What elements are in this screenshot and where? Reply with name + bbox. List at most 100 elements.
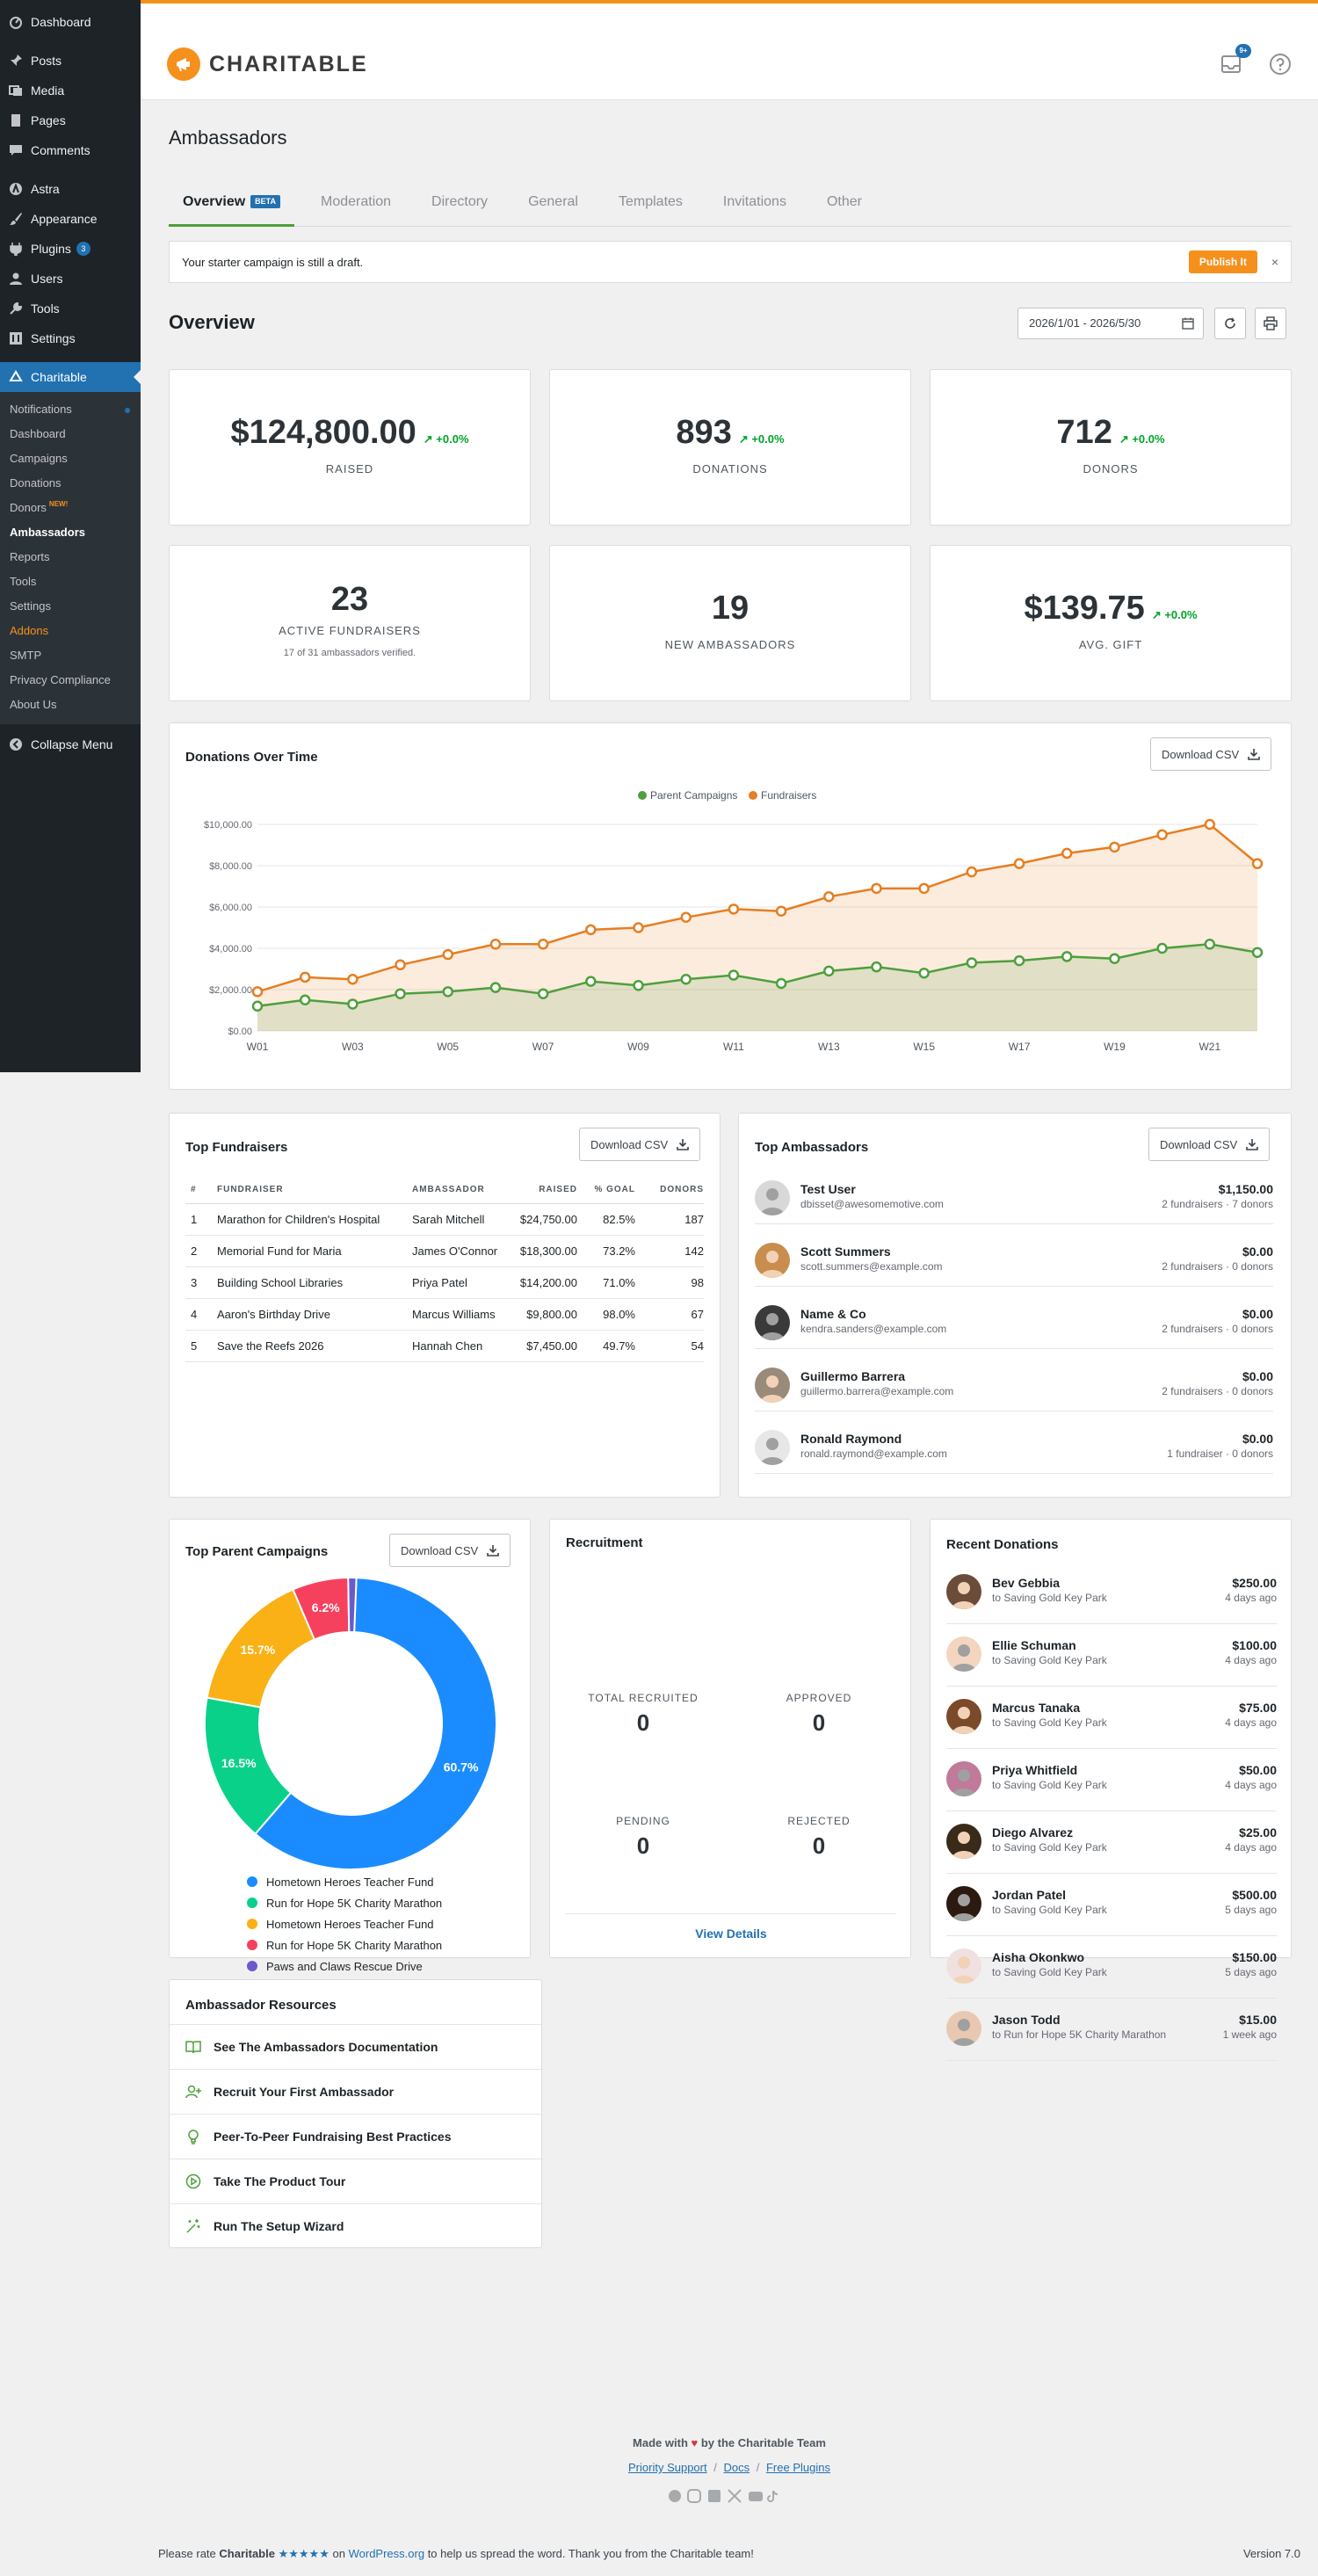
tab-templates[interactable]: Templates	[618, 194, 683, 209]
data-point[interactable]	[775, 905, 787, 917]
submenu-donations[interactable]: Donations	[10, 476, 62, 490]
legend-item[interactable]: Hometown Heroes Teacher Fund	[247, 1871, 442, 1892]
submenu-campaigns[interactable]: Campaigns	[10, 452, 68, 465]
submenu-tools[interactable]: Tools	[10, 575, 37, 588]
data-point[interactable]	[1061, 951, 1073, 962]
ambassador-row[interactable]: Test User dbisset@awesomemotive.com $1,150…	[755, 1172, 1273, 1224]
data-point[interactable]	[1251, 947, 1264, 958]
donation-row[interactable]: Jason Todd to Run for Hope 5K Charity Mar…	[946, 1999, 1277, 2061]
data-point[interactable]	[966, 866, 978, 878]
tab-general[interactable]: General	[528, 194, 578, 209]
submenu-ambassadors[interactable]: Ambassadors	[10, 526, 85, 539]
donation-row[interactable]: Bev Gebbia to Saving Gold Key Park $250.00…	[946, 1562, 1277, 1624]
data-point[interactable]	[1204, 818, 1216, 831]
print-button[interactable]	[1255, 308, 1286, 339]
data-point[interactable]	[633, 980, 644, 991]
free-plugins-link[interactable]: Free Plugins	[765, 2461, 830, 2474]
data-point[interactable]	[966, 957, 978, 969]
submenu-privacy-compliance[interactable]: Privacy Compliance	[10, 673, 111, 686]
submenu-notifications[interactable]: Notifications	[0, 397, 141, 422]
close-notice-button[interactable]: ×	[1271, 255, 1278, 269]
data-point[interactable]	[823, 965, 835, 977]
table-row[interactable]: 5 Save the Reefs 2026 Hannah Chen $7,450.00…	[185, 1330, 704, 1362]
table-row[interactable]: 3 Building School Libraries Priya Patel $14…	[185, 1266, 704, 1299]
download-csv-button[interactable]: Download CSV	[1148, 1128, 1271, 1161]
priority-support-link[interactable]: Priority Support	[628, 2461, 707, 2474]
data-point[interactable]	[823, 891, 835, 903]
data-point[interactable]	[395, 988, 406, 999]
data-point[interactable]	[442, 986, 454, 998]
ambassador-row[interactable]: Ronald Raymond ronald.raymond@example.com…	[755, 1421, 1273, 1474]
submenu-dashboard[interactable]: Dashboard	[10, 427, 66, 440]
donation-row[interactable]: Priya Whitfield to Saving Gold Key Park $5…	[946, 1749, 1277, 1811]
date-range-picker[interactable]: 2026/1/01 - 2026/5/30	[1017, 308, 1204, 339]
collapse-menu-button[interactable]: Collapse Menu	[0, 729, 141, 759]
submenu-smtp[interactable]: SMTP	[10, 649, 42, 662]
submenu-donors[interactable]: Donors NEW!	[0, 496, 141, 520]
data-point[interactable]	[728, 969, 740, 981]
tab-overview[interactable]: Overview BETA	[169, 181, 294, 227]
tab-moderation[interactable]: Moderation	[321, 194, 392, 209]
data-point[interactable]	[537, 988, 549, 999]
data-point[interactable]	[775, 977, 787, 990]
donation-row[interactable]: Ellie Schuman to Saving Gold Key Park $100…	[946, 1624, 1277, 1687]
menu-tools[interactable]: Tools	[0, 294, 141, 323]
inbox-button[interactable]: 9+	[1220, 44, 1251, 76]
data-point[interactable]	[918, 882, 930, 895]
tab-directory[interactable]: Directory	[431, 194, 489, 209]
donut-slice[interactable]	[254, 1577, 497, 1870]
data-point[interactable]	[1156, 942, 1168, 954]
docs-link[interactable]: Docs	[723, 2461, 750, 2474]
resource-setup-wizard-link[interactable]: Run The Setup Wizard	[170, 2203, 543, 2248]
donut-slice[interactable]	[347, 1577, 358, 1634]
data-point[interactable]	[680, 911, 692, 923]
legend-item[interactable]: Hometown Heroes Teacher Fund	[247, 1913, 442, 1934]
menu-pages[interactable]: Pages	[0, 105, 141, 135]
data-point[interactable]	[871, 961, 882, 973]
data-point[interactable]	[1204, 939, 1216, 950]
menu-posts[interactable]: Posts	[0, 46, 141, 76]
data-point[interactable]	[347, 974, 358, 985]
publish-button[interactable]: Publish It	[1188, 250, 1257, 273]
menu-comments[interactable]: Comments	[0, 135, 141, 165]
tab-other[interactable]: Other	[826, 194, 862, 209]
data-point[interactable]	[585, 976, 597, 987]
ambassador-row[interactable]: Name & Co kendra.sanders@example.com $0.00…	[755, 1296, 1273, 1349]
menu-plugins[interactable]: Plugins 3	[0, 234, 141, 264]
data-point[interactable]	[1013, 954, 1025, 967]
data-point[interactable]	[251, 1000, 264, 1012]
table-row[interactable]: 4 Aaron's Birthday Drive Marcus Williams $9…	[185, 1298, 704, 1331]
data-point[interactable]	[442, 948, 454, 961]
resource-best-practices-link[interactable]: Peer-To-Peer Fundraising Best Practices	[170, 2114, 543, 2159]
download-csv-button[interactable]: Download CSV	[579, 1128, 701, 1161]
legend-item[interactable]: Paws and Claws Rescue Drive	[247, 1956, 442, 1977]
data-point[interactable]	[489, 939, 502, 950]
data-point[interactable]	[633, 922, 644, 933]
menu-dashboard[interactable]: Dashboard	[0, 7, 141, 37]
tab-invitations[interactable]: Invitations	[722, 194, 786, 209]
download-csv-button[interactable]: Download CSV	[1150, 737, 1272, 771]
data-point[interactable]	[1109, 841, 1120, 853]
menu-appearance[interactable]: Appearance	[0, 204, 141, 234]
data-point[interactable]	[299, 994, 311, 1005]
submenu-addons[interactable]: Addons	[10, 624, 49, 637]
resource-product-tour-link[interactable]: Take The Product Tour	[170, 2159, 543, 2203]
download-csv-button[interactable]: Download CSV	[389, 1534, 511, 1567]
menu-media[interactable]: Media	[0, 76, 141, 105]
data-point[interactable]	[918, 967, 930, 979]
data-point[interactable]	[347, 998, 358, 1010]
menu-users[interactable]: Users	[0, 264, 141, 294]
help-button[interactable]	[1269, 53, 1292, 76]
table-row[interactable]: 2 Memorial Fund for Maria James O'Connor $1…	[185, 1235, 704, 1267]
legend-item[interactable]: Run for Hope 5K Charity Marathon	[247, 1934, 442, 1956]
submenu-about-us[interactable]: About Us	[10, 698, 57, 711]
data-point[interactable]	[728, 903, 740, 915]
submenu-settings[interactable]: Settings	[10, 599, 51, 613]
data-point[interactable]	[299, 971, 311, 983]
table-row[interactable]: 1 Marathon for Children's Hospital Sarah M…	[185, 1203, 704, 1236]
charitable-logo[interactable]: CHARITABLE	[167, 47, 368, 81]
resource-docs-link[interactable]: See The Ambassadors Documentation	[170, 2024, 543, 2069]
ambassador-row[interactable]: Scott Summers scott.summers@example.com $0…	[755, 1234, 1273, 1287]
donation-row[interactable]: Marcus Tanaka to Saving Gold Key Park $75.…	[946, 1687, 1277, 1749]
donation-row[interactable]: Aisha Okonkwo to Saving Gold Key Park $150…	[946, 1936, 1277, 1999]
